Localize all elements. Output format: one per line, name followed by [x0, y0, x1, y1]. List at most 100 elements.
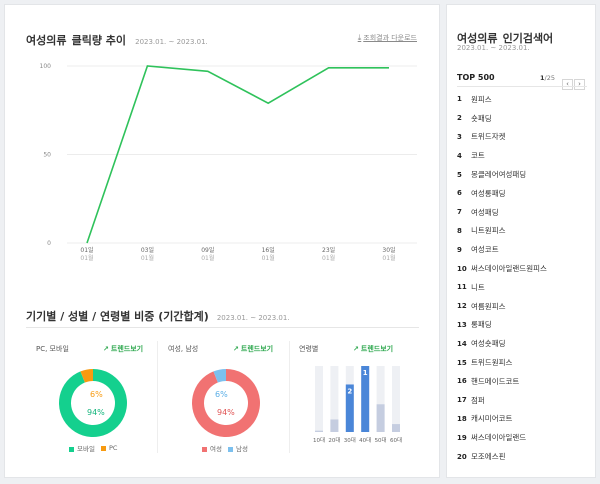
rank-item[interactable]: 4 코트 — [457, 146, 589, 165]
ratio-period: 2023.01. ~ 2023.01. — [216, 314, 290, 322]
top-label: TOP 500 — [457, 73, 495, 82]
age-bar-chart: 10대 20대 2 30대 1 40대 50대 60대 — [313, 366, 402, 444]
age-rank-label: 1 — [363, 369, 368, 377]
device-trend-button[interactable]: ↗ 트렌드보기 — [103, 344, 143, 354]
rank-number: 11 — [457, 283, 467, 292]
x-tick-sublabel: 01월 — [201, 254, 214, 262]
rank-item[interactable]: 15 트위드원피스 — [457, 353, 589, 372]
rank-number: 8 — [457, 226, 462, 235]
rank-item[interactable]: 18 캐시미어코트 — [457, 410, 589, 429]
rank-number: 9 — [457, 245, 462, 254]
device-legend: 모바일 PC — [69, 443, 117, 453]
pane-divider — [289, 341, 290, 453]
rank-keyword: 점퍼 — [471, 395, 485, 405]
rank-keyword: 핸드메이드코트 — [471, 376, 520, 386]
pager-buttons: ‹ › — [562, 71, 585, 90]
page-total: /25 — [544, 74, 555, 82]
age-bar — [361, 366, 370, 432]
device-trend-label: 트렌드보기 — [110, 345, 144, 353]
rank-number: 18 — [457, 414, 467, 423]
gender-trend-label: 트렌드보기 — [240, 345, 274, 353]
rank-item[interactable]: 20 모조에스핀 — [457, 447, 589, 466]
age-category-label: 50대 — [375, 436, 387, 444]
rank-item[interactable]: 1 원피스 — [457, 90, 589, 109]
ratio-divider — [26, 327, 419, 328]
y-tick-label: 50 — [43, 152, 51, 159]
x-tick-sublabel: 01월 — [382, 254, 395, 262]
x-tick-label: 16일 — [262, 246, 275, 254]
series-line — [86, 65, 389, 244]
rank-item[interactable]: 16 핸드메이드코트 — [457, 372, 589, 391]
gender-pane-label: 여성, 남성 — [168, 345, 199, 353]
legend-pc: PC — [100, 444, 117, 452]
age-bar-track — [330, 366, 339, 432]
rank-item[interactable]: 9 여성코트 — [457, 240, 589, 259]
trend-period: 2023.01. ~ 2023.01. — [135, 38, 208, 46]
rank-item[interactable]: 7 여성패딩 — [457, 203, 589, 222]
trend-chart-icon: ↗ — [353, 345, 359, 353]
x-tick-label: 03일 — [141, 246, 154, 254]
side-period: 2023.01. ~ 2023.01. — [457, 44, 530, 52]
rank-item[interactable]: 5 몽클레어여성패딩 — [457, 165, 589, 184]
rank-keyword: 롱패딩 — [471, 320, 492, 330]
rank-item[interactable]: 12 여름원피스 — [457, 297, 589, 316]
rank-keyword: 트위드자켓 — [471, 132, 506, 142]
rank-item[interactable]: 10 써스데이아일랜드원피스 — [457, 259, 589, 278]
rank-item[interactable]: 13 롱패딩 — [457, 316, 589, 335]
rank-number: 6 — [457, 189, 462, 198]
rank-item[interactable]: 8 니트원피스 — [457, 222, 589, 241]
y-tick-label: 0 — [47, 240, 51, 247]
rank-item[interactable]: 11 니트 — [457, 278, 589, 297]
rank-number: 5 — [457, 170, 462, 179]
rank-item[interactable]: 6 여성롱패딩 — [457, 184, 589, 203]
gender-male-pct: 6% — [215, 390, 228, 399]
rank-item[interactable]: 3 트위드자켓 — [457, 128, 589, 147]
rank-number: 10 — [457, 264, 467, 273]
donut-slice — [213, 369, 226, 383]
age-trend-button[interactable]: ↗ 트렌드보기 — [353, 344, 393, 354]
trend-keyword: 여성의류 — [26, 34, 67, 47]
rank-keyword: 모조에스핀 — [471, 452, 506, 462]
next-page-button[interactable]: › — [574, 79, 585, 90]
rank-keyword: 여성롱패딩 — [471, 188, 506, 198]
click-trend-line-chart: 05010001일01월03일01월09일01월16일01월23일01월30일0… — [40, 63, 417, 262]
trend-card: 여성의류 클릭량 추이 2023.01. ~ 2023.01. ⤓ 조회결과 다운… — [4, 4, 440, 478]
download-link[interactable]: ⤓ 조회결과 다운로드 — [358, 33, 417, 43]
prev-page-button[interactable]: ‹ — [562, 79, 573, 90]
side-keyword: 여성의류 — [457, 32, 498, 45]
rank-item[interactable]: 2 숏패딩 — [457, 109, 589, 128]
ratio-header: 기기별 / 성별 / 연령별 비중 (기간합계) 2023.01. ~ 2023… — [26, 305, 290, 324]
rank-keyword: 원피스 — [471, 94, 492, 104]
device-pc-pct: 6% — [90, 390, 103, 399]
rank-item[interactable]: 19 써스데이아일랜드 — [457, 428, 589, 447]
rank-keyword: 트위드원피스 — [471, 358, 513, 368]
age-category-label: 10대 — [313, 436, 325, 444]
rank-number: 14 — [457, 339, 467, 348]
side-divider — [457, 86, 587, 87]
rank-number: 13 — [457, 320, 467, 329]
age-bar-track — [392, 366, 400, 432]
chevron-right-icon: › — [578, 80, 581, 88]
rank-keyword: 써스데이아일랜드 — [471, 433, 527, 443]
rank-number: 12 — [457, 302, 467, 311]
download-icon: ⤓ — [357, 33, 362, 42]
gender-trend-button[interactable]: ↗ 트렌드보기 — [233, 344, 273, 354]
rank-item[interactable]: 14 여성숏패딩 — [457, 334, 589, 353]
x-tick-sublabel: 01월 — [141, 254, 154, 262]
x-tick-label: 30일 — [382, 246, 395, 254]
rank-number: 7 — [457, 208, 462, 217]
download-label: 조회결과 다운로드 — [363, 34, 417, 42]
rank-number: 2 — [457, 114, 462, 123]
chevron-left-icon: ‹ — [566, 80, 569, 88]
age-bar-track — [315, 366, 323, 432]
rank-item[interactable]: 17 점퍼 — [457, 391, 589, 410]
age-category-label: 30대 — [344, 436, 356, 444]
trend-title: 클릭량 추이 — [71, 34, 127, 47]
rank-keyword: 니트원피스 — [471, 226, 506, 236]
age-category-label: 40대 — [359, 436, 371, 444]
rank-number: 17 — [457, 396, 467, 405]
rank-number: 19 — [457, 433, 467, 442]
rank-keyword: 몽클레어여성패딩 — [471, 170, 527, 180]
x-tick-sublabel: 01월 — [80, 254, 93, 262]
y-tick-label: 100 — [40, 63, 52, 70]
